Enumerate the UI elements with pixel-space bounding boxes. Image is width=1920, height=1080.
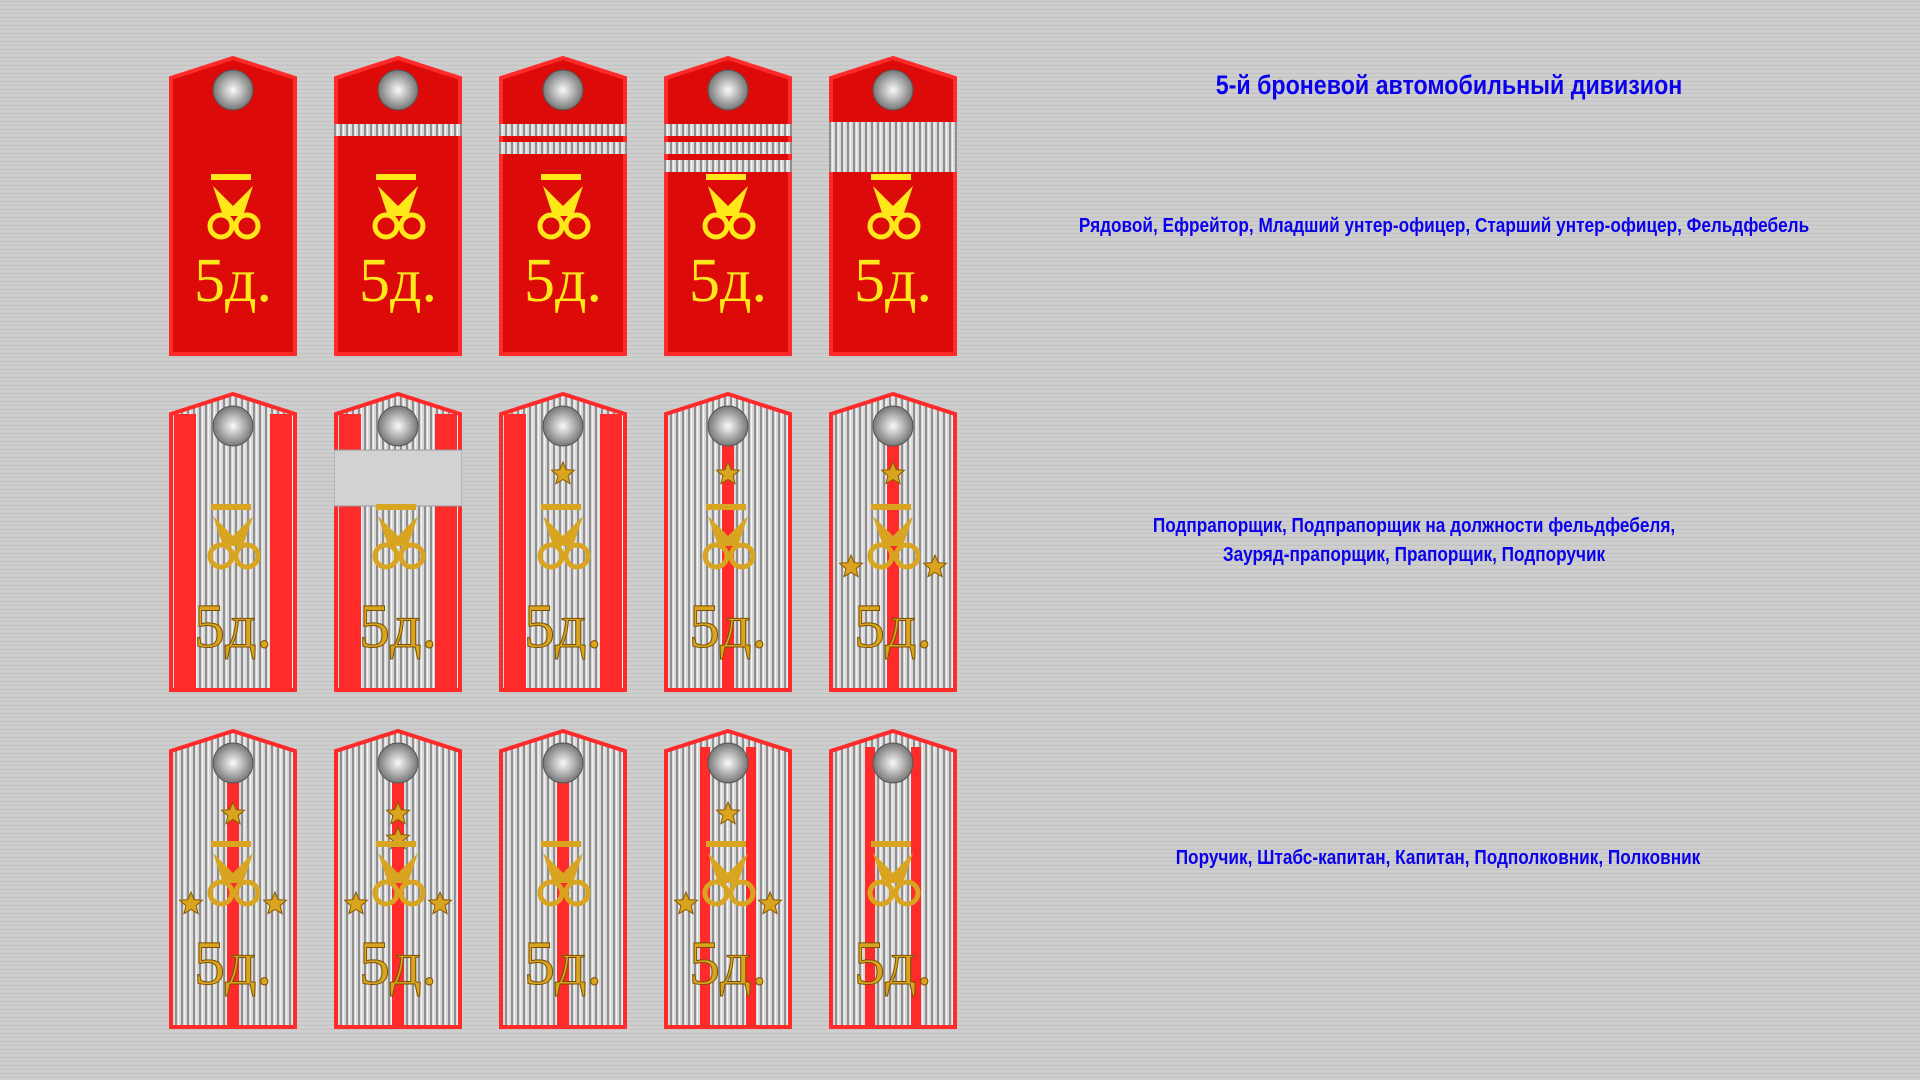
star-icon [757,890,783,915]
star-icon [880,460,906,485]
star-icon [715,800,741,825]
unit-number-text: 5д. [854,593,932,661]
gap-stripe [557,743,569,1027]
label-line: Поручик, Штабс-капитан, Капитан, Подполк… [1175,847,1701,869]
armored-car-emblem-icon [867,174,921,240]
rank-stripe [664,142,792,154]
button-icon [377,69,419,111]
button-icon [707,742,749,784]
unit-number-text: 5д. [194,930,272,998]
unit-number-text: 5д. [524,593,602,661]
star-icon [427,890,453,915]
armored-car-emblem-icon [537,174,591,240]
unit-number-text: 5д. [689,930,767,998]
armored-car-emblem-icon [537,504,591,570]
shoulder-board: 5д. [664,56,792,356]
shoulder-board: 5д. [169,392,297,692]
star-icon [838,553,864,578]
shoulder-board: 5д. [334,56,462,356]
shoulder-board: 5д. [334,729,462,1029]
label-line: Зауряд-прапорщик, Прапорщик, Подпоручик [1222,544,1606,566]
shoulder-board: 5д. [664,729,792,1029]
star-icon [220,800,246,825]
shoulder-board: 5д. [499,729,627,1029]
shoulder-board: 5д. [829,729,957,1029]
rank-stripe [499,124,627,136]
row-2-ranks-label: Подпрапорщик, Подпрапорщик на должности … [1153,512,1675,570]
button-icon [212,742,254,784]
unit-number-text: 5д. [359,930,437,998]
button-icon [542,405,584,447]
star-icon [673,890,699,915]
unit-number-text: 5д. [689,247,767,315]
armored-car-emblem-icon [867,504,921,570]
unit-number-text: 5д. [194,593,272,661]
button-icon [872,742,914,784]
button-icon [707,69,749,111]
shoulder-board: 5д. [664,392,792,692]
unit-number-text: 5д. [854,247,932,315]
armored-car-emblem-icon [867,841,921,907]
button-icon [872,405,914,447]
star-icon [550,460,576,485]
armored-car-emblem-icon [207,841,261,907]
row-3-ranks-label: Поручик, Штабс-капитан, Капитан, Подполк… [1176,847,1701,870]
button-icon [212,69,254,111]
button-icon [872,69,914,111]
label-line: Подпрапорщик, Подпрапорщик на должности … [1152,515,1676,537]
armored-car-emblem-icon [702,841,756,907]
armored-car-emblem-icon [702,174,756,240]
star-icon [343,890,369,915]
rank-stripe [334,449,462,507]
shoulder-board: 5д. [829,56,957,356]
star-icon [715,460,741,485]
armored-car-emblem-icon [207,174,261,240]
star-icon [178,890,204,915]
button-icon [707,405,749,447]
shoulder-board: 5д. [829,392,957,692]
row-1-ranks-label: Рядовой, Ефрейтор, Младший унтер-офицер,… [1079,215,1809,238]
shoulder-board: 5д. [334,392,462,692]
rank-stripe [664,124,792,136]
armored-car-emblem-icon [702,504,756,570]
armored-car-emblem-icon [372,504,426,570]
armored-car-emblem-icon [372,174,426,240]
armored-car-emblem-icon [372,841,426,907]
shoulder-board: 5д. [499,392,627,692]
star-icon [385,800,411,825]
button-icon [212,405,254,447]
shoulder-board: 5д. [169,56,297,356]
unit-number-text: 5д. [359,593,437,661]
unit-number-text: 5д. [524,247,602,315]
unit-number-text: 5д. [524,930,602,998]
page-title: 5-й броневой автомобильный дивизион [1215,70,1683,100]
armored-car-emblem-icon [537,841,591,907]
star-icon [262,890,288,915]
star-icon [922,553,948,578]
shoulder-board: 5д. [169,729,297,1029]
unit-number-text: 5д. [194,247,272,315]
rank-stripe [499,142,627,154]
rank-stripe [829,122,957,172]
button-icon [377,742,419,784]
rank-stripe [664,160,792,172]
rank-stripe [334,124,462,136]
button-icon [377,405,419,447]
shoulder-board: 5д. [499,56,627,356]
button-icon [542,69,584,111]
armored-car-emblem-icon [207,504,261,570]
unit-number-text: 5д. [689,593,767,661]
label-line: Рядовой, Ефрейтор, Младший унтер-офицер,… [1078,215,1810,237]
button-icon [542,742,584,784]
unit-number-text: 5д. [359,247,437,315]
unit-number-text: 5д. [854,930,932,998]
